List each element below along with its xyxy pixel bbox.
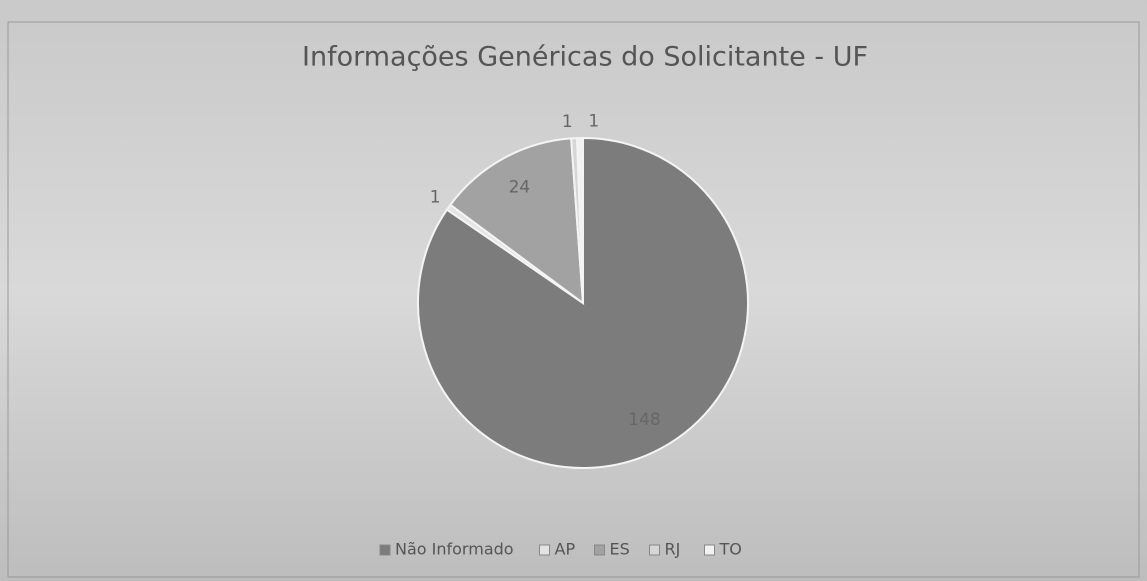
- legend-label: ES: [610, 540, 630, 559]
- legend-swatch: [594, 544, 605, 556]
- pie-slice: [448, 137, 585, 306]
- legend-swatch: [649, 544, 660, 556]
- chart-border: [7, 21, 1140, 578]
- legend-swatch: [704, 544, 715, 556]
- legend-swatch: [539, 544, 550, 556]
- pie-slice: [576, 136, 584, 304]
- legend-label: Não Informado: [395, 540, 514, 559]
- legend: Não Informado AP ES RJ TO: [379, 540, 742, 559]
- data-label: 24: [509, 177, 531, 197]
- data-label: 148: [628, 410, 660, 430]
- legend-label: RJ: [665, 540, 681, 559]
- data-label: 1: [588, 112, 599, 132]
- data-label: 1: [562, 112, 573, 132]
- data-label: 1: [430, 188, 441, 208]
- legend-label: AP: [555, 540, 576, 559]
- legend-label: TO: [719, 540, 742, 559]
- legend-swatch: [379, 544, 391, 556]
- chart-title: Informações Genéricas do Solicitante - U…: [302, 42, 868, 73]
